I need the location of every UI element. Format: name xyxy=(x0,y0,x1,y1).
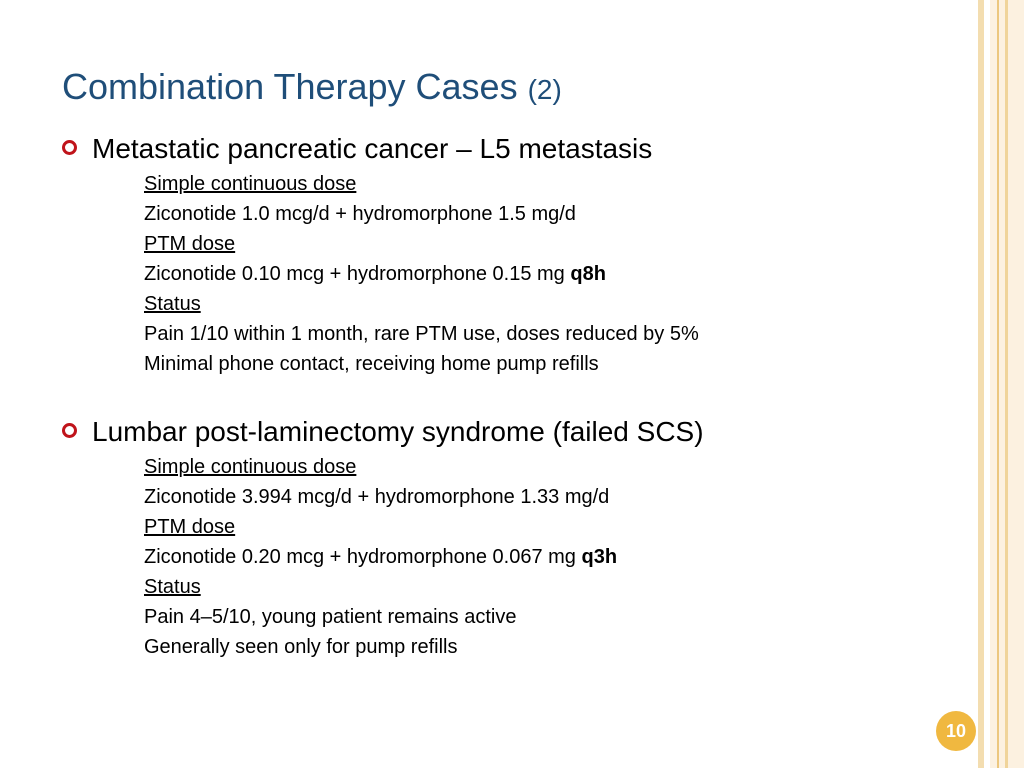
page-number-badge: 10 xyxy=(936,711,976,751)
continuous-label: Simple continuous dose xyxy=(144,173,357,195)
border-line xyxy=(997,0,999,768)
status-line: Generally seen only for pump refills xyxy=(144,636,458,658)
status-label: Status xyxy=(144,293,201,315)
border-line xyxy=(1005,0,1008,768)
ptm-value: Ziconotide 0.20 mcg + hydromorphone 0.06… xyxy=(144,546,618,568)
bullet-ring-icon xyxy=(62,140,77,156)
status-line: Minimal phone contact, receiving home pu… xyxy=(144,353,599,375)
bullet-ring-icon xyxy=(62,423,77,439)
case-heading: Lumbar post-laminectomy syndrome (failed… xyxy=(62,416,704,448)
status-line: Pain 4–5/10, young patient remains activ… xyxy=(144,606,517,628)
ptm-label: PTM dose xyxy=(144,233,236,255)
case-heading: Metastatic pancreatic cancer – L5 metast… xyxy=(62,133,652,165)
ptm-value: Ziconotide 0.10 mcg + hydromorphone 0.15… xyxy=(144,263,606,285)
status-line: Pain 1/10 within 1 month, rare PTM use, … xyxy=(144,323,699,345)
border-stripe xyxy=(978,0,984,768)
ptm-label: PTM dose xyxy=(144,516,236,538)
status-label: Status xyxy=(144,576,201,598)
slide-title: Combination Therapy Cases (2) xyxy=(62,66,562,107)
continuous-label: Simple continuous dose xyxy=(144,456,357,478)
continuous-value: Ziconotide 1.0 mcg/d + hydromorphone 1.5… xyxy=(144,203,576,225)
continuous-value: Ziconotide 3.994 mcg/d + hydromorphone 1… xyxy=(144,486,610,508)
